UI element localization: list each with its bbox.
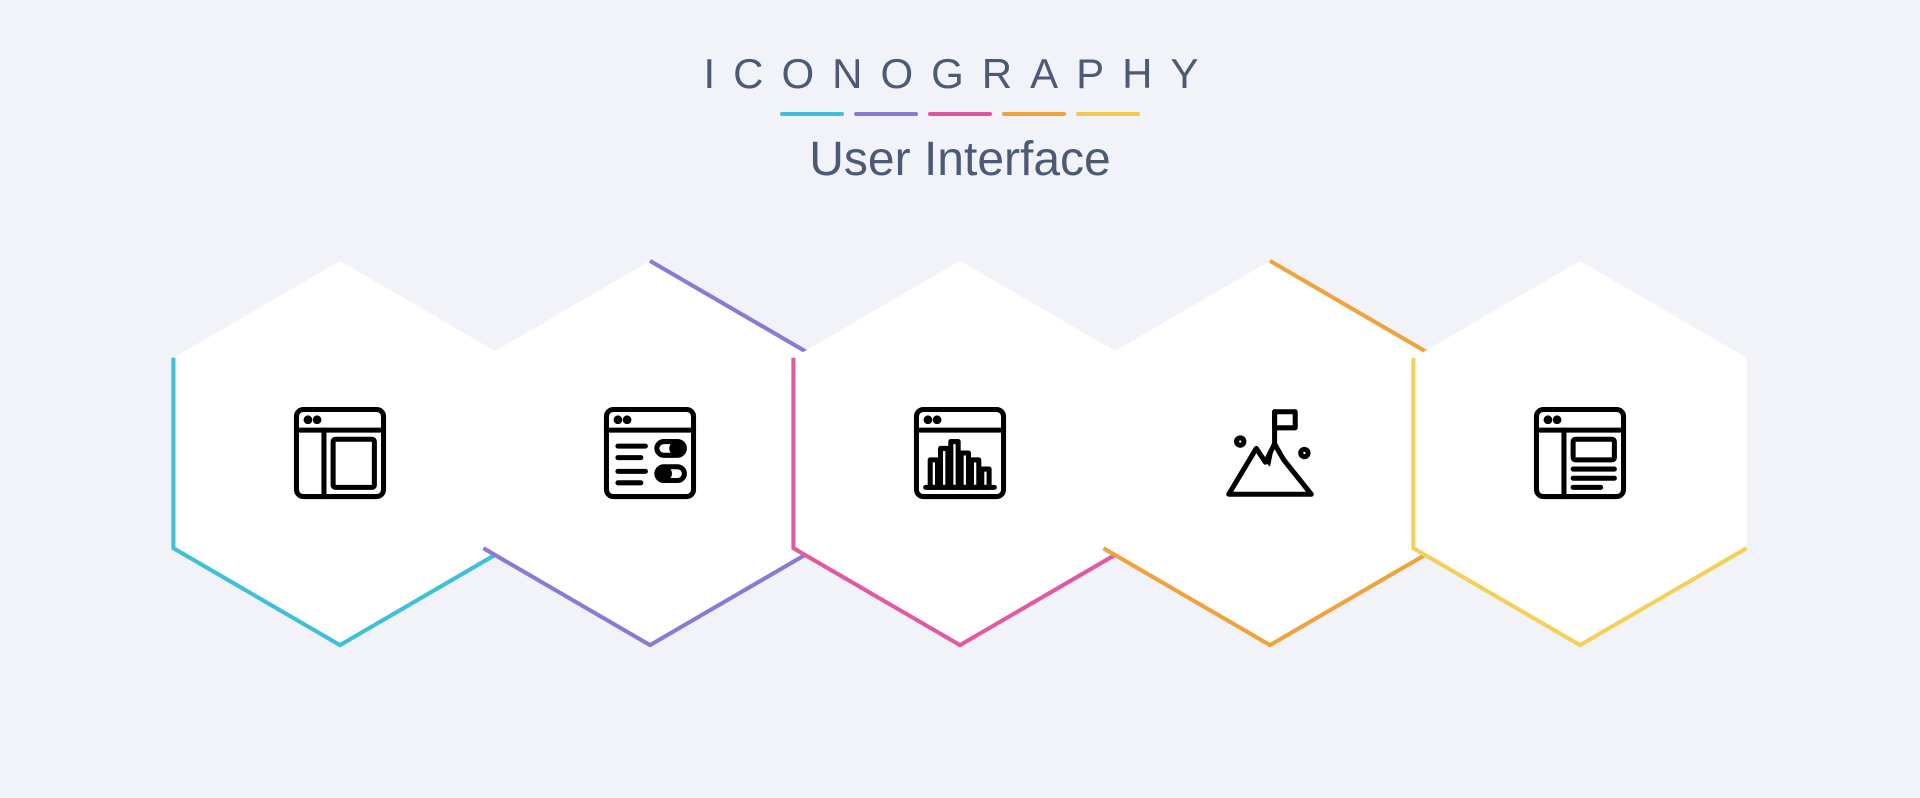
dash-3 [928,112,992,116]
page-title: ICONOGRAPHY [703,50,1216,98]
dash-2 [854,112,918,116]
layout-left-icon [270,383,410,523]
title-underline [703,112,1216,116]
bar-chart-window-icon [890,383,1030,523]
settings-toggles-icon [580,383,720,523]
hex-card-3 [790,257,1130,649]
hex-card-2 [480,257,820,649]
dash-4 [1002,112,1066,116]
hexagon-row [170,257,1750,657]
header: ICONOGRAPHY User Interface [703,50,1216,187]
hex-card-4 [1100,257,1440,649]
dash-5 [1076,112,1140,116]
mountain-flag-icon [1200,383,1340,523]
layout-news-icon [1510,383,1650,523]
page-subtitle: User Interface [703,132,1216,187]
hex-card-5 [1410,257,1750,649]
dash-1 [780,112,844,116]
hex-card-1 [170,257,510,649]
